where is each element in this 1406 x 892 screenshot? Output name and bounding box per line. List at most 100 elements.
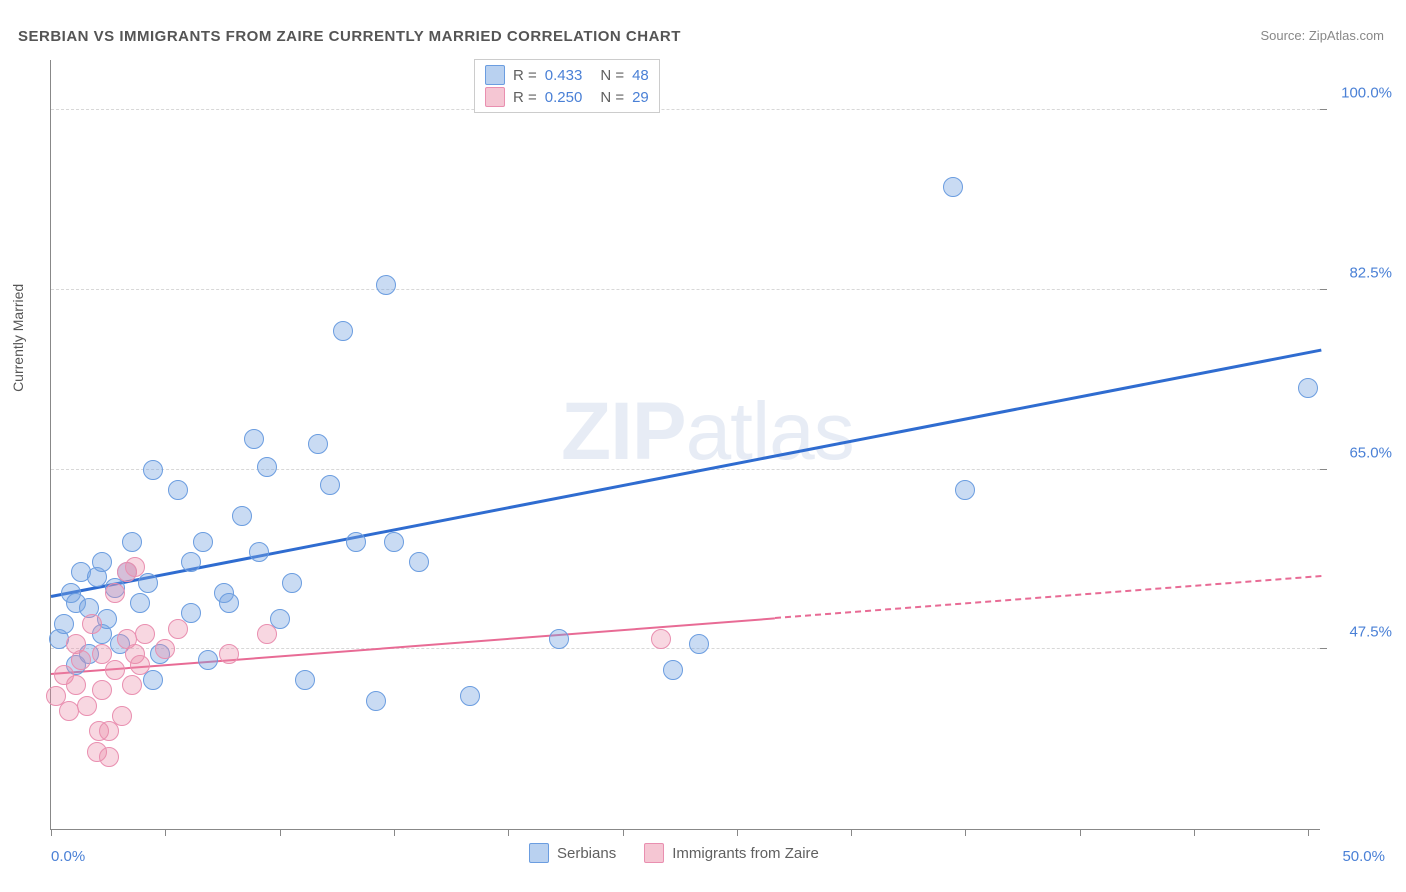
y-tick xyxy=(1320,469,1327,470)
y-tick-label: 65.0% xyxy=(1349,444,1392,461)
data-point-serbians xyxy=(376,275,396,295)
data-point-serbians xyxy=(92,552,112,572)
x-tick xyxy=(394,829,395,836)
correlation-legend: R = 0.433 N = 48 R = 0.250 N = 29 xyxy=(474,59,660,113)
legend-swatch xyxy=(485,87,505,107)
y-tick xyxy=(1320,648,1327,649)
x-tick-label-min: 0.0% xyxy=(51,848,85,865)
legend-item: Immigrants from Zaire xyxy=(644,843,819,863)
x-tick xyxy=(965,829,966,836)
legend-r-label: R = xyxy=(513,67,537,84)
data-point-serbians xyxy=(320,475,340,495)
y-tick-label: 47.5% xyxy=(1349,624,1392,641)
data-point-serbians xyxy=(244,429,264,449)
data-point-serbians xyxy=(249,542,269,562)
data-point-zaire xyxy=(135,624,155,644)
x-tick xyxy=(1308,829,1309,836)
x-tick xyxy=(1080,829,1081,836)
data-point-serbians xyxy=(168,480,188,500)
x-tick-label-max: 50.0% xyxy=(1342,848,1385,865)
data-point-zaire xyxy=(219,644,239,664)
legend-row: R = 0.433 N = 48 xyxy=(485,64,649,86)
data-point-zaire xyxy=(82,614,102,634)
legend-n-value: 29 xyxy=(632,89,649,106)
legend-r-value: 0.250 xyxy=(545,89,583,106)
y-tick xyxy=(1320,109,1327,110)
data-point-zaire xyxy=(71,650,91,670)
data-point-serbians xyxy=(460,686,480,706)
data-point-serbians xyxy=(943,177,963,197)
data-point-serbians xyxy=(366,691,386,711)
data-point-serbians xyxy=(181,552,201,572)
data-point-serbians xyxy=(549,629,569,649)
data-point-zaire xyxy=(112,706,132,726)
data-point-zaire xyxy=(99,747,119,767)
scatter-plot-area: ZIPatlas 47.5%65.0%82.5%100.0%0.0%50.0%R… xyxy=(50,60,1320,830)
data-point-zaire xyxy=(77,696,97,716)
data-point-serbians xyxy=(198,650,218,670)
legend-r-value: 0.433 xyxy=(545,67,583,84)
data-point-zaire xyxy=(92,680,112,700)
data-point-serbians xyxy=(308,434,328,454)
data-point-serbians xyxy=(663,660,683,680)
data-point-zaire xyxy=(66,675,86,695)
y-tick-label: 100.0% xyxy=(1341,85,1392,102)
watermark-text: ZIPatlas xyxy=(561,385,854,479)
data-point-zaire xyxy=(105,660,125,680)
data-point-serbians xyxy=(193,532,213,552)
data-point-serbians xyxy=(130,593,150,613)
data-point-serbians xyxy=(219,593,239,613)
data-point-serbians xyxy=(689,634,709,654)
legend-r-label: R = xyxy=(513,89,537,106)
data-point-zaire xyxy=(651,629,671,649)
legend-row: R = 0.250 N = 29 xyxy=(485,86,649,108)
data-point-zaire xyxy=(125,557,145,577)
data-point-serbians xyxy=(232,506,252,526)
data-point-serbians xyxy=(409,552,429,572)
data-point-serbians xyxy=(138,573,158,593)
chart-title: SERBIAN VS IMMIGRANTS FROM ZAIRE CURRENT… xyxy=(18,28,681,45)
data-point-zaire xyxy=(105,583,125,603)
x-tick xyxy=(1194,829,1195,836)
y-axis-label: Currently Married xyxy=(10,284,26,392)
legend-n-label: N = xyxy=(600,67,624,84)
data-point-serbians xyxy=(282,573,302,593)
data-point-serbians xyxy=(955,480,975,500)
x-tick xyxy=(737,829,738,836)
x-tick xyxy=(51,829,52,836)
x-tick xyxy=(623,829,624,836)
legend-n-label: N = xyxy=(600,89,624,106)
data-point-serbians xyxy=(257,457,277,477)
trend-line-serbians xyxy=(51,349,1322,598)
series-legend: Serbians Immigrants from Zaire xyxy=(529,843,819,863)
data-point-serbians xyxy=(295,670,315,690)
y-tick-label: 82.5% xyxy=(1349,265,1392,282)
data-point-zaire xyxy=(122,675,142,695)
data-point-serbians xyxy=(122,532,142,552)
gridline xyxy=(51,648,1320,649)
data-point-zaire xyxy=(130,655,150,675)
data-point-serbians xyxy=(143,670,163,690)
x-tick xyxy=(851,829,852,836)
data-point-serbians xyxy=(384,532,404,552)
legend-label: Serbians xyxy=(557,845,616,862)
data-point-serbians xyxy=(1298,378,1318,398)
data-point-serbians xyxy=(143,460,163,480)
data-point-zaire xyxy=(168,619,188,639)
legend-item: Serbians xyxy=(529,843,616,863)
trend-line-zaire xyxy=(775,575,1321,619)
data-point-zaire xyxy=(257,624,277,644)
data-point-zaire xyxy=(155,639,175,659)
x-tick xyxy=(280,829,281,836)
x-tick xyxy=(508,829,509,836)
data-point-serbians xyxy=(346,532,366,552)
data-point-serbians xyxy=(333,321,353,341)
gridline xyxy=(51,469,1320,470)
legend-swatch xyxy=(644,843,664,863)
source-attribution: Source: ZipAtlas.com xyxy=(1260,28,1384,43)
legend-label: Immigrants from Zaire xyxy=(672,845,819,862)
x-tick xyxy=(165,829,166,836)
legend-swatch xyxy=(485,65,505,85)
legend-n-value: 48 xyxy=(632,67,649,84)
gridline xyxy=(51,109,1320,110)
